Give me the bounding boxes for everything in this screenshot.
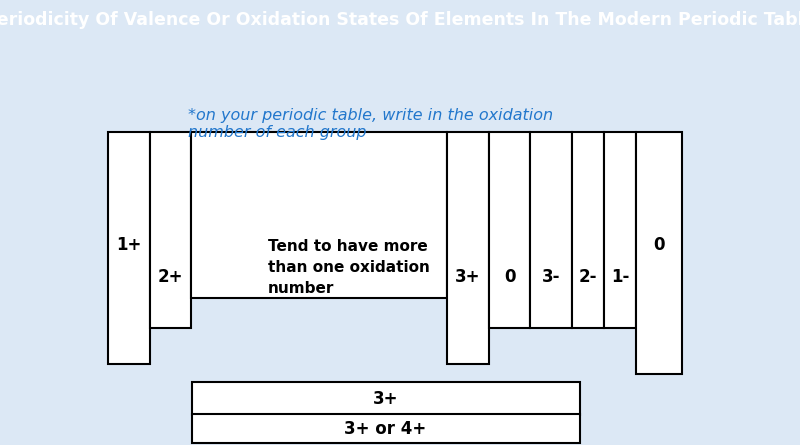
Text: 3-: 3-: [542, 268, 561, 286]
Text: 2+: 2+: [158, 268, 183, 286]
Bar: [572, 132, 604, 328]
Text: 3+: 3+: [373, 389, 398, 408]
Text: Periodicity Of Valence Or Oxidation States Of Elements In The Modern Periodic Ta: Periodicity Of Valence Or Oxidation Stat…: [0, 12, 800, 29]
Bar: [636, 132, 682, 374]
Bar: [191, 132, 447, 298]
Bar: [192, 381, 580, 415]
Text: 1+: 1+: [116, 236, 142, 254]
Text: 0: 0: [504, 268, 515, 286]
Text: 3+: 3+: [455, 268, 481, 286]
Bar: [150, 132, 191, 328]
Text: Tend to have more
than one oxidation
number: Tend to have more than one oxidation num…: [268, 239, 430, 296]
Text: 3+ or 4+: 3+ or 4+: [345, 420, 426, 438]
Text: 2-: 2-: [578, 268, 598, 286]
Bar: [447, 132, 489, 364]
Text: *on your periodic table, write in the oxidation
number of each group: *on your periodic table, write in the ox…: [188, 108, 553, 140]
Text: 1-: 1-: [611, 268, 629, 286]
Bar: [530, 132, 572, 328]
Bar: [489, 132, 530, 328]
Bar: [192, 414, 580, 443]
Bar: [604, 132, 636, 328]
Text: 0: 0: [654, 236, 665, 254]
Bar: [108, 132, 150, 364]
